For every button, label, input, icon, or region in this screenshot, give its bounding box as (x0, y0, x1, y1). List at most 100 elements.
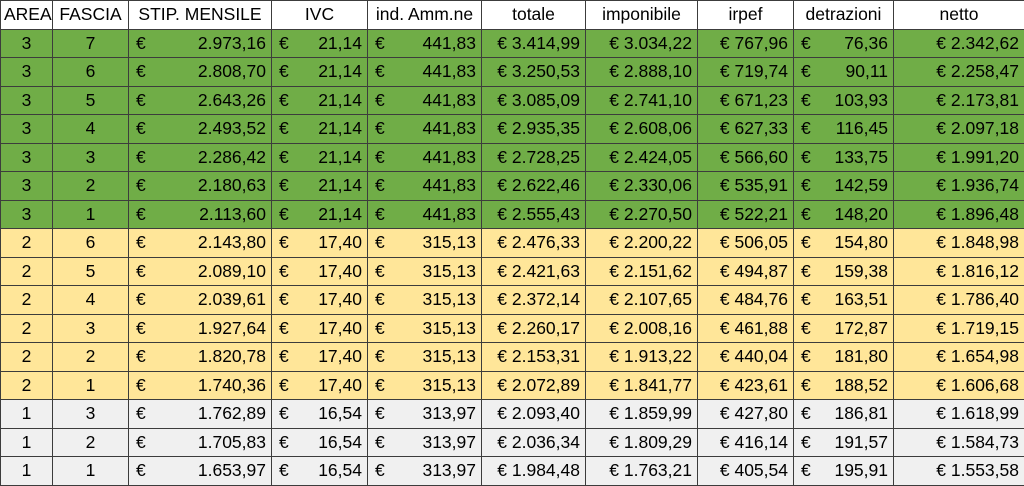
cell-imponibile[interactable]: € 2.008,16 (586, 314, 698, 343)
cell-ivc[interactable]: €17,40 (272, 286, 368, 315)
cell-ind-amm[interactable]: €315,13 (368, 286, 482, 315)
cell-imponibile[interactable]: € 3.034,22 (586, 29, 698, 58)
cell-detrazioni[interactable]: €148,20 (794, 200, 894, 229)
cell-detrazioni[interactable]: €191,57 (794, 428, 894, 457)
cell-netto[interactable]: € 1.896,48 (894, 200, 1024, 229)
cell-totale[interactable]: € 2.622,46 (482, 172, 586, 201)
cell-stip-mensile[interactable]: €2.089,10 (129, 257, 272, 286)
cell-stip-mensile[interactable]: €2.180,63 (129, 172, 272, 201)
cell-area[interactable]: 2 (1, 343, 53, 372)
cell-stip-mensile[interactable]: €1.927,64 (129, 314, 272, 343)
cell-netto[interactable]: € 1.654,98 (894, 343, 1024, 372)
cell-irpef[interactable]: € 522,21 (698, 200, 794, 229)
cell-stip-mensile[interactable]: €2.643,26 (129, 86, 272, 115)
cell-detrazioni[interactable]: €181,80 (794, 343, 894, 372)
cell-area[interactable]: 2 (1, 286, 53, 315)
cell-irpef[interactable]: € 484,76 (698, 286, 794, 315)
cell-imponibile[interactable]: € 2.200,22 (586, 229, 698, 258)
header-cell-totale[interactable]: totale (482, 1, 586, 30)
cell-totale[interactable]: € 3.414,99 (482, 29, 586, 58)
cell-area[interactable]: 2 (1, 371, 53, 400)
cell-irpef[interactable]: € 423,61 (698, 371, 794, 400)
cell-fascia[interactable]: 2 (53, 172, 129, 201)
cell-fascia[interactable]: 1 (53, 200, 129, 229)
header-cell-ivc[interactable]: IVC (272, 1, 368, 30)
cell-stip-mensile[interactable]: €1.820,78 (129, 343, 272, 372)
cell-ivc[interactable]: €21,14 (272, 86, 368, 115)
cell-ind-amm[interactable]: €313,97 (368, 428, 482, 457)
cell-stip-mensile[interactable]: €1.740,36 (129, 371, 272, 400)
cell-ind-amm[interactable]: €441,83 (368, 29, 482, 58)
cell-fascia[interactable]: 3 (53, 400, 129, 429)
cell-detrazioni[interactable]: €172,87 (794, 314, 894, 343)
cell-area[interactable]: 2 (1, 314, 53, 343)
cell-netto[interactable]: € 1.606,68 (894, 371, 1024, 400)
cell-netto[interactable]: € 2.097,18 (894, 115, 1024, 144)
cell-imponibile[interactable]: € 1.913,22 (586, 343, 698, 372)
cell-ivc[interactable]: €21,14 (272, 29, 368, 58)
cell-area[interactable]: 3 (1, 115, 53, 144)
cell-ivc[interactable]: €21,14 (272, 58, 368, 87)
cell-detrazioni[interactable]: €188,52 (794, 371, 894, 400)
cell-totale[interactable]: € 2.072,89 (482, 371, 586, 400)
cell-imponibile[interactable]: € 2.741,10 (586, 86, 698, 115)
cell-fascia[interactable]: 4 (53, 115, 129, 144)
cell-area[interactable]: 3 (1, 200, 53, 229)
cell-stip-mensile[interactable]: €1.762,89 (129, 400, 272, 429)
cell-area[interactable]: 1 (1, 400, 53, 429)
cell-imponibile[interactable]: € 2.330,06 (586, 172, 698, 201)
cell-totale[interactable]: € 2.421,63 (482, 257, 586, 286)
cell-ivc[interactable]: €21,14 (272, 200, 368, 229)
cell-area[interactable]: 3 (1, 143, 53, 172)
cell-detrazioni[interactable]: €186,81 (794, 400, 894, 429)
cell-detrazioni[interactable]: €90,11 (794, 58, 894, 87)
cell-imponibile[interactable]: € 1.841,77 (586, 371, 698, 400)
cell-imponibile[interactable]: € 2.151,62 (586, 257, 698, 286)
cell-netto[interactable]: € 1.991,20 (894, 143, 1024, 172)
cell-fascia[interactable]: 2 (53, 343, 129, 372)
cell-ind-amm[interactable]: €315,13 (368, 314, 482, 343)
header-cell-imponibile[interactable]: imponibile (586, 1, 698, 30)
cell-detrazioni[interactable]: €163,51 (794, 286, 894, 315)
cell-stip-mensile[interactable]: €2.039,61 (129, 286, 272, 315)
cell-ind-amm[interactable]: €441,83 (368, 86, 482, 115)
cell-ivc[interactable]: €17,40 (272, 343, 368, 372)
cell-stip-mensile[interactable]: €2.973,16 (129, 29, 272, 58)
cell-stip-mensile[interactable]: €2.143,80 (129, 229, 272, 258)
cell-ind-amm[interactable]: €315,13 (368, 257, 482, 286)
cell-netto[interactable]: € 1.584,73 (894, 428, 1024, 457)
cell-irpef[interactable]: € 461,88 (698, 314, 794, 343)
cell-irpef[interactable]: € 506,05 (698, 229, 794, 258)
cell-area[interactable]: 3 (1, 172, 53, 201)
cell-ind-amm[interactable]: €315,13 (368, 371, 482, 400)
cell-totale[interactable]: € 2.093,40 (482, 400, 586, 429)
cell-fascia[interactable]: 6 (53, 229, 129, 258)
cell-imponibile[interactable]: € 2.608,06 (586, 115, 698, 144)
cell-area[interactable]: 3 (1, 58, 53, 87)
cell-totale[interactable]: € 2.036,34 (482, 428, 586, 457)
cell-area[interactable]: 2 (1, 257, 53, 286)
cell-irpef[interactable]: € 566,60 (698, 143, 794, 172)
cell-totale[interactable]: € 3.250,53 (482, 58, 586, 87)
cell-ivc[interactable]: €17,40 (272, 229, 368, 258)
cell-fascia[interactable]: 4 (53, 286, 129, 315)
header-cell-irpef[interactable]: irpef (698, 1, 794, 30)
cell-detrazioni[interactable]: €142,59 (794, 172, 894, 201)
cell-imponibile[interactable]: € 2.270,50 (586, 200, 698, 229)
cell-stip-mensile[interactable]: €2.493,52 (129, 115, 272, 144)
cell-ivc[interactable]: €21,14 (272, 115, 368, 144)
cell-fascia[interactable]: 6 (53, 58, 129, 87)
cell-totale[interactable]: € 3.085,09 (482, 86, 586, 115)
cell-ivc[interactable]: €17,40 (272, 314, 368, 343)
cell-detrazioni[interactable]: €154,80 (794, 229, 894, 258)
cell-ind-amm[interactable]: €315,13 (368, 229, 482, 258)
cell-fascia[interactable]: 3 (53, 143, 129, 172)
cell-area[interactable]: 2 (1, 229, 53, 258)
cell-totale[interactable]: € 2.260,17 (482, 314, 586, 343)
cell-totale[interactable]: € 2.476,33 (482, 229, 586, 258)
cell-imponibile[interactable]: € 2.424,05 (586, 143, 698, 172)
cell-ivc[interactable]: €17,40 (272, 371, 368, 400)
cell-stip-mensile[interactable]: €1.705,83 (129, 428, 272, 457)
cell-netto[interactable]: € 2.258,47 (894, 58, 1024, 87)
cell-stip-mensile[interactable]: €2.808,70 (129, 58, 272, 87)
